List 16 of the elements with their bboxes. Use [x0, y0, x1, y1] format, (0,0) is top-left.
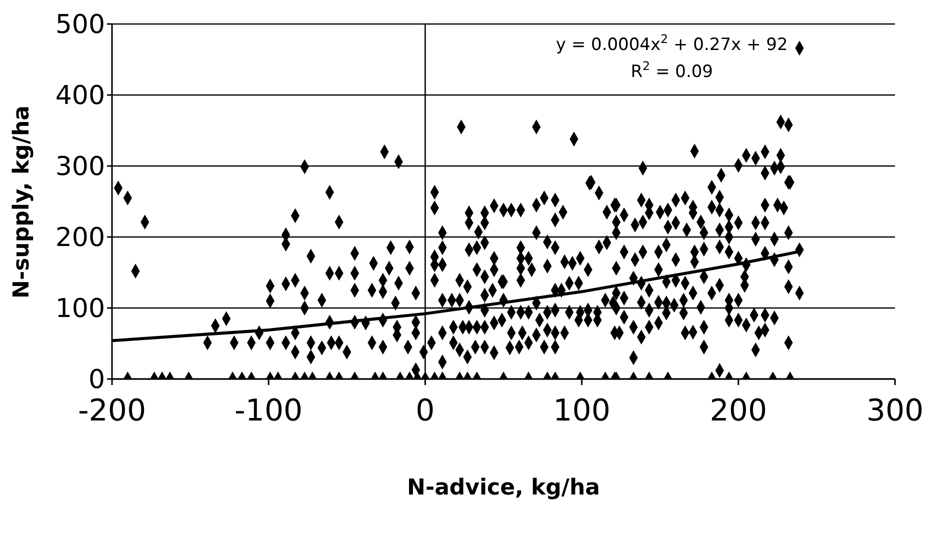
y-tick-label: 500: [55, 10, 105, 40]
y-tick-label: 0: [88, 365, 105, 395]
y-tick-label: 300: [55, 152, 105, 182]
x-axis-title: N-advice, kg/ha: [407, 476, 600, 501]
x-tick-label: 0: [416, 393, 435, 428]
y-tick-label: 200: [55, 223, 105, 253]
x-tick-label: 100: [553, 393, 610, 428]
y-tick-label: 400: [55, 81, 105, 111]
x-tick-label: -200: [78, 393, 146, 428]
y-tick-label: 100: [55, 294, 105, 324]
x-tick-label: 200: [710, 393, 768, 428]
annotation: R$^{2}$ = 0.09: [630, 59, 713, 82]
annotation: y = 0.0004x$^{2}$ + 0.27x + 92: [556, 32, 788, 55]
x-tick-label: -100: [234, 393, 303, 428]
x-tick-label: 300: [866, 393, 924, 428]
y-axis-title: N-supply, kg/ha: [10, 105, 34, 298]
